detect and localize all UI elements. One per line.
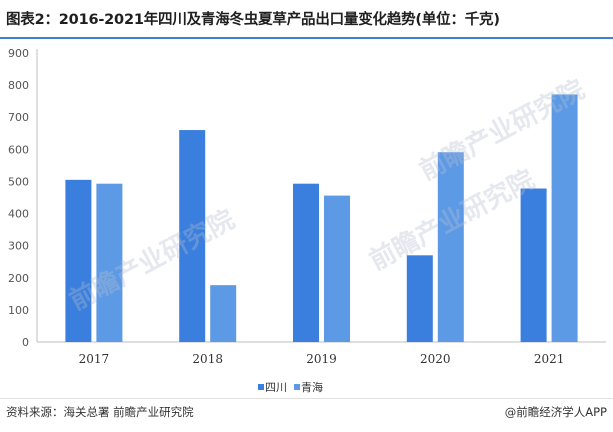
- legend-swatch-sichuan: [258, 384, 264, 390]
- y-tick-label: 0: [22, 336, 29, 349]
- x-tick-label: 2019: [306, 352, 337, 366]
- y-tick-label: 600: [8, 143, 29, 156]
- legend-item-qinghai: 青海: [294, 379, 323, 395]
- bar-qinghai-2017: [96, 183, 123, 342]
- brand-credit: @前瞻经济学人APP: [504, 405, 607, 419]
- legend-label-sichuan: 四川: [265, 381, 287, 394]
- y-tick-label: 800: [8, 79, 29, 92]
- y-tick-label: 200: [8, 272, 29, 285]
- bar-sichuan-2020: [406, 255, 433, 342]
- chart-title: 图表2：2016-2021年四川及青海冬虫夏草产品出口量变化趋势(单位：千克): [6, 12, 500, 28]
- y-tick-label: 400: [8, 208, 29, 221]
- bar-sichuan-2019: [293, 183, 319, 342]
- y-tick-label: 300: [8, 240, 29, 253]
- y-tick-label: 700: [8, 111, 29, 124]
- legend-item-sichuan: 四川: [258, 379, 287, 395]
- bar-qinghai-2019: [324, 195, 350, 342]
- bar-chart: 0 100 200 300 400 500 600 700 800 900 2017 2018 2019…: [8, 47, 606, 366]
- footer-divider: [0, 398, 613, 399]
- y-tick-label: 900: [8, 47, 29, 60]
- legend: 四川 青海: [258, 379, 327, 395]
- bar-qinghai-2020: [437, 152, 464, 342]
- y-tick-label: 100: [8, 304, 29, 317]
- bar-sichuan-2021: [520, 188, 547, 342]
- x-tick-label: 2020: [420, 352, 451, 366]
- bar-qinghai-2018: [210, 285, 237, 342]
- title-underline: [0, 37, 613, 39]
- bar-qinghai-2021: [551, 94, 578, 342]
- bar-sichuan-2017: [65, 179, 92, 342]
- y-tick-label: 500: [8, 175, 29, 188]
- x-tick-label: 2018: [192, 352, 223, 366]
- x-tick-label: 2021: [534, 352, 565, 366]
- bar-sichuan-2018: [179, 130, 206, 342]
- legend-label-qinghai: 青海: [301, 381, 323, 394]
- source-note: 资料来源：海关总署 前瞻产业研究院: [6, 405, 194, 419]
- x-tick-label: 2017: [79, 352, 110, 366]
- legend-swatch-qinghai: [294, 384, 300, 390]
